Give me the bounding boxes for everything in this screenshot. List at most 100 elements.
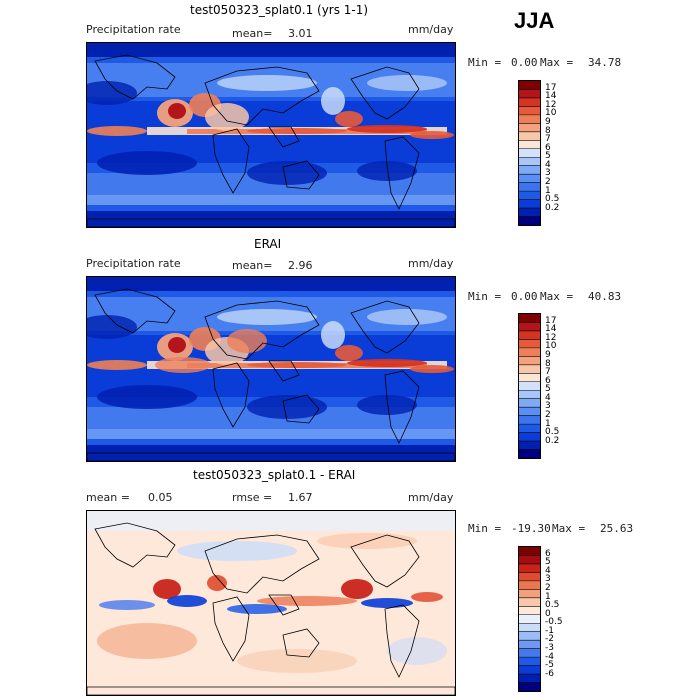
- panel3-map-field: [87, 511, 455, 695]
- colorbar-tick-label: -6: [545, 668, 554, 679]
- colorbar-swatch: [519, 339, 540, 349]
- field-patch: [99, 600, 155, 610]
- field-patch: [237, 649, 357, 673]
- colorbar-swatch: [519, 682, 540, 692]
- colorbar-swatch: [519, 131, 540, 141]
- panel3-rmse-value: 1.67: [288, 491, 313, 504]
- coastline: [87, 218, 455, 227]
- panel3-colorbar: [518, 546, 541, 692]
- field-patch: [227, 329, 267, 353]
- panel3-units: mm/day: [408, 491, 454, 504]
- field-patch: [205, 103, 249, 131]
- colorbar-tick-label: 0.5: [545, 600, 560, 611]
- colorbar-tick-label: 4: [545, 159, 551, 170]
- panel2-colorbar-labels: 17 14 12 10 9 8 7 6 5 4 3 2 1 0.5 0.2: [545, 313, 585, 459]
- colorbar-swatch: [519, 631, 540, 641]
- colorbar-tick-label: 5: [545, 384, 551, 395]
- panel1-mean-value: 3.01: [288, 27, 313, 40]
- field-patch: [167, 595, 207, 607]
- colorbar-tick-label: -2: [545, 634, 554, 645]
- colorbar-tick-label: 0: [545, 608, 551, 619]
- field-patch: [227, 604, 287, 614]
- panel1-map: [86, 42, 456, 228]
- colorbar-swatch: [519, 97, 540, 107]
- coastline: [350, 534, 420, 588]
- panel1-min-value: 0.00: [511, 56, 538, 69]
- colorbar-tick-label: 1: [545, 185, 551, 196]
- field-patch: [347, 359, 427, 367]
- field-patch: [411, 592, 443, 602]
- colorbar-tick-label: 4: [545, 392, 551, 403]
- panel1-max-value: 34.78: [588, 56, 622, 69]
- colorbar-tick-label: 5: [545, 557, 551, 568]
- coastline: [87, 452, 455, 461]
- field-band: [87, 195, 455, 205]
- coastline: [282, 394, 320, 424]
- coastline: [204, 534, 320, 594]
- colorbar-swatch: [519, 140, 540, 150]
- field-patch: [155, 357, 211, 373]
- field-patch: [87, 360, 147, 370]
- panel3-max-label: Max =: [552, 522, 586, 535]
- colorbar-swatch: [519, 547, 540, 556]
- colorbar-swatch: [519, 563, 540, 573]
- panel1-colorbar: [518, 80, 541, 226]
- panel3-title: test050323_splat0.1 - ERAI: [193, 468, 356, 482]
- field-patch: [97, 151, 197, 175]
- field-band: [87, 277, 455, 291]
- field-patch: [335, 345, 363, 361]
- field-patch: [217, 75, 317, 91]
- colorbar-tick-label: -1: [545, 625, 554, 636]
- field-patch: [87, 81, 137, 105]
- coastline: [384, 370, 420, 444]
- panel2-mean-value: 2.96: [288, 259, 313, 272]
- colorbar-tick-label: 6: [545, 142, 551, 153]
- colorbar-tick-label: 3: [545, 401, 551, 412]
- coastline: [87, 686, 455, 695]
- colorbar-tick-label: 10: [545, 341, 557, 352]
- colorbar-swatch: [519, 373, 540, 383]
- colorbar-tick-label: 1: [545, 591, 551, 602]
- colorbar-tick-label: 14: [545, 324, 557, 335]
- field-patch: [317, 533, 417, 549]
- field-patch: [97, 623, 197, 659]
- colorbar-tick-label: 10: [545, 108, 557, 119]
- colorbar-tick-label: 14: [545, 91, 557, 102]
- field-band: [87, 429, 455, 439]
- field-patch: [87, 126, 147, 136]
- colorbar-swatch: [519, 81, 540, 90]
- coastline: [94, 288, 176, 334]
- colorbar-swatch: [519, 347, 540, 357]
- field-patch: [247, 161, 327, 185]
- colorbar-tick-label: 4: [545, 565, 551, 576]
- panel2-colorbar: [518, 313, 541, 459]
- colorbar-swatch: [519, 114, 540, 124]
- field-patch: [341, 579, 373, 599]
- panel2-units: mm/day: [408, 257, 454, 270]
- colorbar-tick-label: -0.5: [545, 617, 563, 628]
- colorbar-tick-label: 12: [545, 332, 557, 343]
- field-patch: [87, 315, 137, 339]
- field-band: [87, 43, 455, 57]
- panel2-min-label: Min =: [468, 290, 502, 303]
- coastline: [204, 300, 320, 360]
- colorbar-swatch: [519, 216, 540, 226]
- colorbar-tick-label: 3: [545, 168, 551, 179]
- panel2-max-label: Max =: [540, 290, 574, 303]
- field-patch: [168, 103, 186, 119]
- colorbar-swatch: [519, 657, 540, 667]
- field-patch: [257, 596, 357, 606]
- field-patch: [410, 131, 454, 139]
- field-patch: [177, 541, 297, 561]
- colorbar-tick-label: -3: [545, 643, 554, 654]
- colorbar-swatch: [519, 356, 540, 366]
- colorbar-tick-label: 3: [545, 574, 551, 585]
- colorbar-swatch: [519, 106, 540, 116]
- panel1-variable: Precipitation rate: [86, 23, 181, 36]
- colorbar-tick-label: 7: [545, 134, 551, 145]
- coastline: [384, 136, 420, 210]
- field-patch: [361, 598, 413, 608]
- panel1-min-label: Min =: [468, 56, 502, 69]
- colorbar-tick-label: -5: [545, 660, 554, 671]
- coastline: [384, 604, 420, 678]
